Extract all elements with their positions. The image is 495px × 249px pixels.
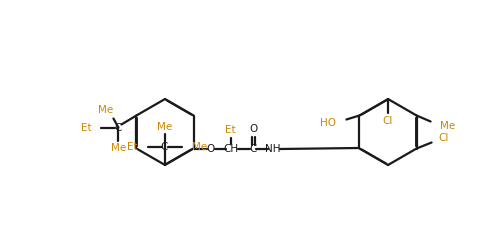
Text: Cl: Cl <box>439 132 449 142</box>
Text: C: C <box>249 143 256 153</box>
Text: C: C <box>115 123 122 132</box>
Text: Me: Me <box>98 105 113 115</box>
Text: Et: Et <box>127 142 138 152</box>
Text: Me: Me <box>157 122 173 132</box>
Text: Me: Me <box>440 121 455 130</box>
Text: Et: Et <box>81 123 92 132</box>
Text: CH: CH <box>223 143 238 153</box>
Text: HO: HO <box>320 118 337 127</box>
Text: NH: NH <box>265 143 280 153</box>
Text: Et: Et <box>225 124 236 134</box>
Text: O: O <box>206 143 215 153</box>
Text: Me: Me <box>192 142 207 152</box>
Text: O: O <box>249 124 258 133</box>
Text: Me: Me <box>111 142 126 152</box>
Text: C: C <box>160 142 168 152</box>
Text: Cl: Cl <box>383 116 393 126</box>
